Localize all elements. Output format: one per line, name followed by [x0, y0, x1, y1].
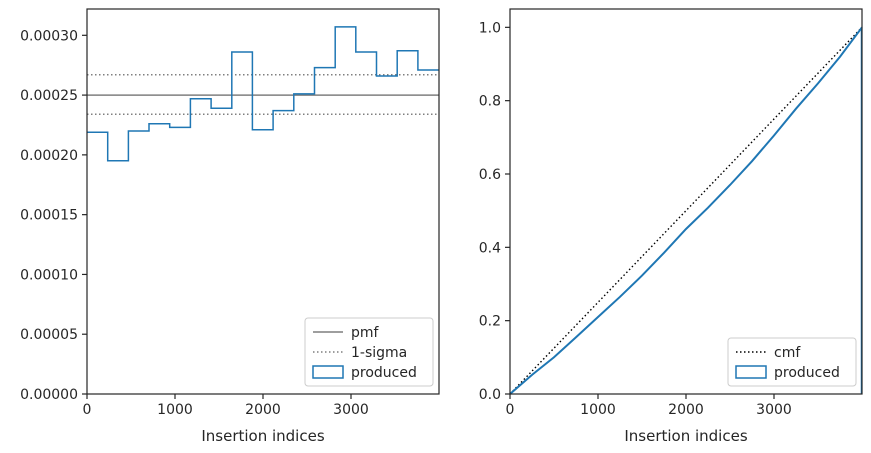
legend-entry-1-sigma: 1-sigma: [313, 345, 407, 361]
y-tick-label: 1.0: [479, 20, 501, 36]
y-tick-label: 0.6: [479, 167, 501, 183]
x-tick-label: 3000: [756, 402, 792, 418]
y-tick-label: 0.8: [479, 94, 501, 110]
legend-label: produced: [351, 365, 417, 381]
y-tick-label: 0.00000: [20, 387, 78, 403]
cumulative-y-ticks: 0.0 0.2 0.4 0.6 0.8 1.0: [479, 20, 510, 403]
cumulative-panel: 0 1000 2000 3000 0.0 0.2 0.4 0.6 0.8 1.0 Inserti…: [479, 8, 863, 445]
y-tick-label: 0.00015: [20, 208, 78, 224]
histogram-reference-lines: [87, 74, 439, 115]
y-tick-label: 0.00005: [20, 327, 78, 343]
legend-label: cmf: [774, 345, 801, 361]
y-tick-label: 0.4: [479, 240, 501, 256]
legend-label: pmf: [351, 325, 380, 341]
x-tick-label: 1000: [580, 402, 616, 418]
legend-swatch: [735, 365, 767, 379]
histogram-panel: 0 1000 2000 3000 0.000000.000050.000100.000…: [20, 8, 440, 445]
histogram-x-axis-label: Insertion indices: [201, 427, 324, 445]
legend-entry-produced: produced: [735, 365, 840, 381]
histogram-x-ticks: 0 1000 2000 3000: [83, 394, 369, 418]
produced-step-histogram: [87, 26, 439, 162]
legend-entry-pmf: pmf: [313, 325, 380, 341]
y-tick-label: 0.2: [479, 314, 501, 330]
y-tick-label: 0.00030: [20, 28, 78, 44]
legend-swatch: [312, 365, 344, 379]
x-tick-label: 1000: [157, 402, 193, 418]
histogram-legend-box: [304, 317, 434, 387]
legend-label: 1-sigma: [351, 345, 407, 361]
y-tick-label: 0.00025: [20, 88, 78, 104]
x-tick-label: 2000: [245, 402, 281, 418]
y-tick-label: 0.0: [479, 387, 501, 403]
histogram-legend: pmf 1-sigma produced: [304, 317, 434, 387]
legend-entry-cmf: cmf: [736, 345, 801, 361]
x-tick-label: 0: [506, 402, 515, 418]
y-tick-label: 0.00010: [20, 267, 78, 283]
legend-entry-produced: produced: [312, 365, 417, 381]
cumulative-x-axis-label: Insertion indices: [624, 427, 747, 445]
histogram-y-ticks: 0.00000 0.00005 0.00010 0.00015 0.00020 0.000…: [20, 28, 87, 403]
x-tick-label: 3000: [333, 402, 369, 418]
produced-cumulative-line: [509, 26, 863, 395]
x-tick-label: 0: [83, 402, 92, 418]
legend-label: produced: [774, 365, 840, 381]
x-tick-label: 2000: [668, 402, 704, 418]
cumulative-x-ticks: 0 1000 2000 3000: [506, 394, 792, 418]
cmf-line: [509, 26, 863, 395]
cumulative-legend-box: [727, 337, 857, 387]
y-tick-label: 0.00020: [20, 148, 78, 164]
cumulative-plot-area: [510, 9, 862, 394]
cumulative-legend: cmf produced: [727, 337, 857, 387]
